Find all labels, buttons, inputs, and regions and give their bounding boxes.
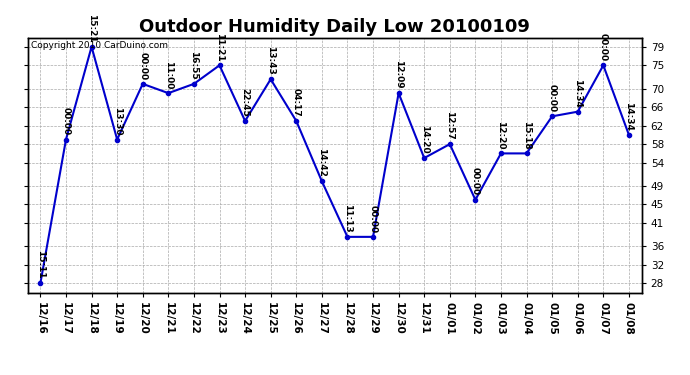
Text: 15:21: 15:21 bbox=[87, 14, 96, 43]
Text: 15:11: 15:11 bbox=[36, 251, 45, 279]
Text: 11:00: 11:00 bbox=[164, 61, 172, 89]
Text: 00:00: 00:00 bbox=[471, 168, 480, 196]
Text: 00:00: 00:00 bbox=[368, 205, 377, 233]
Text: 00:00: 00:00 bbox=[599, 33, 608, 61]
Title: Outdoor Humidity Daily Low 20100109: Outdoor Humidity Daily Low 20100109 bbox=[139, 18, 530, 36]
Text: 15:18: 15:18 bbox=[522, 121, 531, 149]
Text: 22:45: 22:45 bbox=[241, 88, 250, 117]
Text: 13:43: 13:43 bbox=[266, 46, 275, 75]
Text: 14:34: 14:34 bbox=[624, 102, 633, 131]
Text: 12:57: 12:57 bbox=[445, 111, 454, 140]
Text: 12:09: 12:09 bbox=[394, 60, 403, 89]
Text: 00:00: 00:00 bbox=[61, 107, 70, 135]
Text: 16:55: 16:55 bbox=[190, 51, 199, 80]
Text: 11:13: 11:13 bbox=[343, 204, 352, 233]
Text: 13:30: 13:30 bbox=[112, 107, 121, 135]
Text: 00:00: 00:00 bbox=[138, 52, 147, 80]
Text: Copyright 2010 CarDuino.com: Copyright 2010 CarDuino.com bbox=[30, 41, 168, 50]
Text: 00:00: 00:00 bbox=[548, 84, 557, 112]
Text: 04:17: 04:17 bbox=[292, 88, 301, 117]
Text: 12:20: 12:20 bbox=[497, 121, 506, 149]
Text: 14:34: 14:34 bbox=[573, 79, 582, 108]
Text: 11:21: 11:21 bbox=[215, 33, 224, 61]
Text: 14:42: 14:42 bbox=[317, 148, 326, 177]
Text: 14:20: 14:20 bbox=[420, 125, 428, 154]
